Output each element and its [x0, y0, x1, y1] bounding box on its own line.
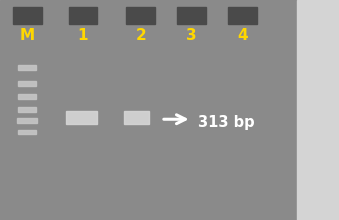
Bar	[228, 7, 257, 24]
Bar	[124, 111, 149, 124]
Bar	[66, 111, 97, 124]
Text: M: M	[20, 28, 35, 43]
Bar	[18, 81, 36, 86]
Text: 3: 3	[186, 28, 197, 43]
Text: 4: 4	[237, 28, 248, 43]
Text: 2: 2	[135, 28, 146, 43]
Text: 1: 1	[78, 28, 88, 43]
Bar	[18, 94, 37, 99]
Bar	[18, 65, 36, 70]
Text: 313 bp: 313 bp	[198, 115, 255, 130]
Bar	[177, 7, 206, 24]
Bar	[18, 107, 36, 112]
Bar	[68, 7, 98, 24]
Bar	[0, 0, 297, 220]
Bar	[18, 130, 36, 134]
Bar	[126, 7, 155, 24]
Bar	[13, 7, 41, 24]
Bar	[17, 118, 37, 123]
Bar	[297, 0, 339, 220]
